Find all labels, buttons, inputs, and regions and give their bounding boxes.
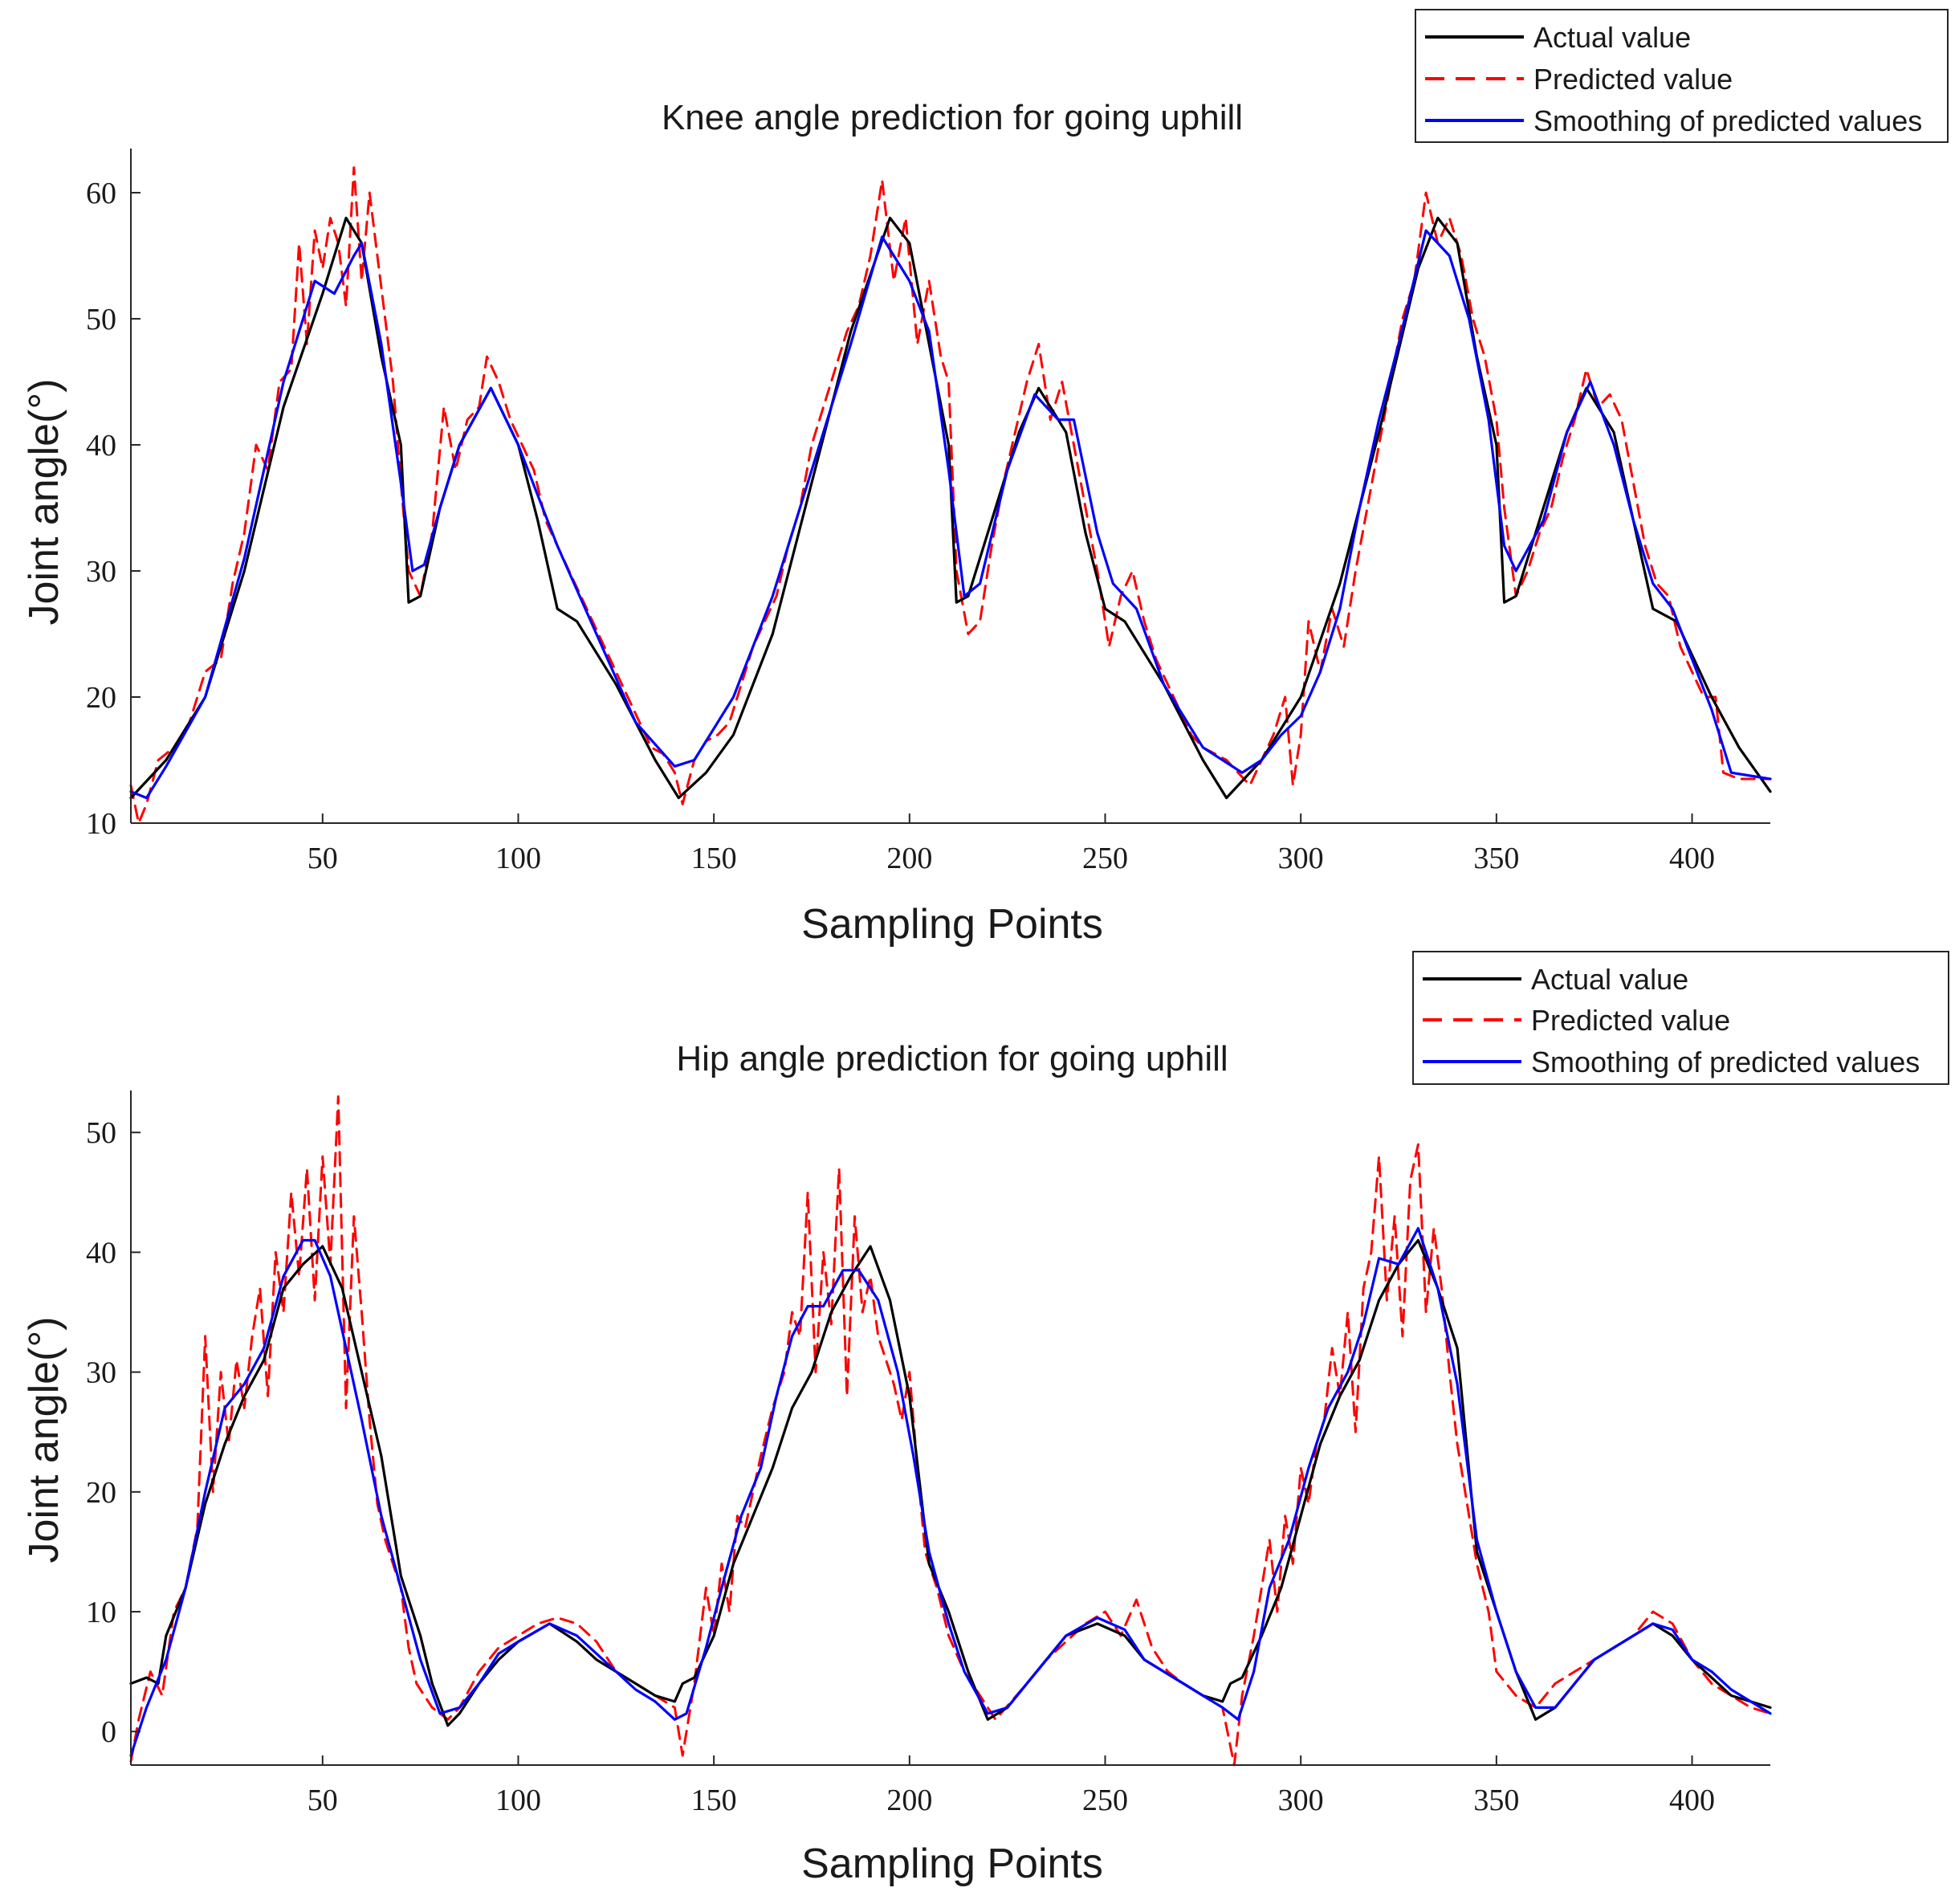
knee-ytick-label: 10 [86, 807, 116, 841]
hip-legend-label-smooth: Smoothing of predicted values [1531, 1046, 1920, 1078]
hip-ytick-label: 50 [86, 1116, 116, 1150]
knee-plot-area: 10 20 30 40 50 60 50 100 150 200 250 300 350 400 [86, 149, 1772, 875]
hip-chart-title: Hip angle prediction for going uphill [676, 1039, 1228, 1078]
hip-xtick-label: 200 [886, 1784, 932, 1817]
hip-ytick-label: 20 [86, 1476, 116, 1510]
knee-xtick-label: 250 [1082, 842, 1128, 875]
hip-axes-box [131, 1091, 1770, 1765]
hip-chart: Hip angle prediction for going uphill 0 1… [21, 951, 1949, 1887]
hip-legend-label-actual: Actual value [1531, 963, 1688, 996]
knee-chart-title: Knee angle prediction for going uphill [662, 98, 1243, 137]
hip-series-predicted-value [129, 1095, 1772, 1767]
hip-series-smoothing-of-predicted-values [129, 1226, 1772, 1757]
hip-ytick-label: 10 [86, 1596, 116, 1629]
knee-xtick-label: 300 [1278, 842, 1324, 875]
knee-chart: Knee angle prediction for going uphill 1… [21, 9, 1949, 948]
knee-xtick-label: 400 [1669, 842, 1715, 875]
hip-xtick-label: 250 [1082, 1784, 1128, 1817]
knee-ytick-label: 20 [86, 681, 116, 715]
knee-ytick-label: 30 [86, 555, 116, 589]
hip-ytick-label: 0 [101, 1715, 116, 1749]
knee-ytick-label: 60 [86, 177, 116, 210]
hip-xtick-label: 300 [1278, 1784, 1324, 1817]
knee-xtick-label: 100 [495, 842, 541, 875]
hip-ytick-label: 40 [86, 1236, 116, 1270]
hip-xtick-label: 350 [1473, 1784, 1519, 1817]
knee-xtick-label: 350 [1473, 842, 1519, 875]
hip-ytick-label: 30 [86, 1356, 116, 1390]
knee-xtick-label: 200 [886, 842, 932, 875]
knee-xtick-label: 50 [307, 842, 338, 875]
hip-xtick-label: 150 [691, 1784, 737, 1817]
hip-xtick-label: 400 [1669, 1784, 1715, 1817]
knee-legend-label-actual: Actual value [1533, 21, 1691, 54]
hip-x-axis-label: Sampling Points [801, 1841, 1103, 1887]
knee-x-axis-label: Sampling Points [801, 901, 1103, 948]
knee-ytick-label: 50 [86, 303, 116, 336]
hip-legend: Actual value Predicted value Smoothing o… [1412, 951, 1949, 1085]
knee-ytick-label: 40 [86, 429, 116, 463]
hip-xtick-label: 100 [495, 1784, 541, 1817]
knee-legend-label-predicted: Predicted value [1533, 63, 1733, 96]
knee-xtick-label: 150 [691, 842, 737, 875]
knee-series-actual-value [129, 216, 1772, 800]
hip-plot-area: 0 10 20 30 40 50 50 100 150 200 250 300 350 400 [86, 1091, 1772, 1817]
hip-xtick-label: 50 [307, 1784, 338, 1817]
hip-y-axis-label: Joint angle(°) [21, 1317, 67, 1564]
knee-series-smoothing-of-predicted-values [129, 229, 1772, 800]
knee-legend-label-smooth: Smoothing of predicted values [1533, 104, 1922, 137]
knee-y-axis-label: Joint angle(°) [21, 379, 67, 626]
hip-series-actual-value [129, 1238, 1772, 1727]
knee-legend: Actual value Predicted value Smoothing o… [1415, 9, 1949, 143]
hip-legend-label-predicted: Predicted value [1531, 1004, 1730, 1037]
